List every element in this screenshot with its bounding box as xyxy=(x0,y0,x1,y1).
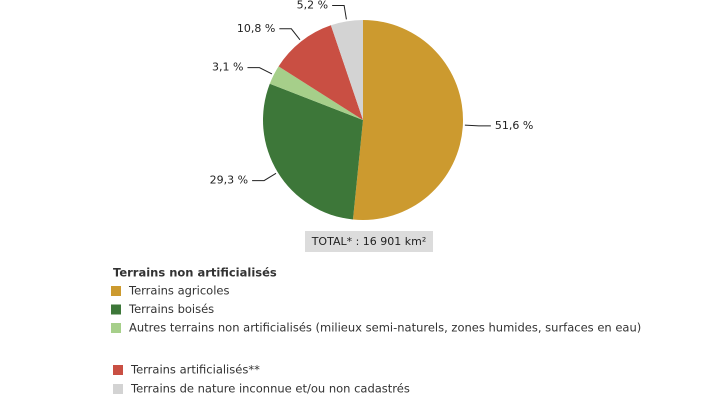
legend-label: Terrains boisés xyxy=(128,302,214,316)
data-label: 10,8 % xyxy=(237,22,275,35)
legend-title: Terrains non artificialisés xyxy=(113,266,277,280)
leader-line xyxy=(252,172,277,182)
legend-swatch xyxy=(113,365,123,375)
leader-line xyxy=(332,5,347,20)
legend-label: Terrains artificialisés** xyxy=(130,363,260,377)
pie-slice xyxy=(269,66,363,120)
legend-swatch xyxy=(111,304,121,315)
legend-label: Terrains agricoles xyxy=(128,284,229,298)
total-annotation: TOTAL* : 16 901 km² xyxy=(311,235,427,248)
legend-swatch xyxy=(111,323,121,333)
total-box xyxy=(305,231,433,252)
leader-line xyxy=(247,67,273,75)
data-label: 51,6 % xyxy=(495,119,533,132)
pie-slice xyxy=(330,20,363,120)
legend-label: Terrains de nature inconnue et/ou non ca… xyxy=(130,382,410,396)
leader-line xyxy=(279,28,301,41)
legend-label: Autres terrains non artificialisés (mili… xyxy=(129,321,641,335)
pie-slice xyxy=(278,25,363,120)
data-label: 29,3 % xyxy=(210,174,248,187)
legend-swatch xyxy=(111,286,121,296)
data-label: 3,1 % xyxy=(212,61,243,74)
data-label: 5,2 % xyxy=(297,0,328,12)
legend-swatch xyxy=(113,384,123,394)
pie-slice xyxy=(262,83,363,220)
leader-line xyxy=(464,124,491,127)
pie-slice xyxy=(352,20,464,220)
